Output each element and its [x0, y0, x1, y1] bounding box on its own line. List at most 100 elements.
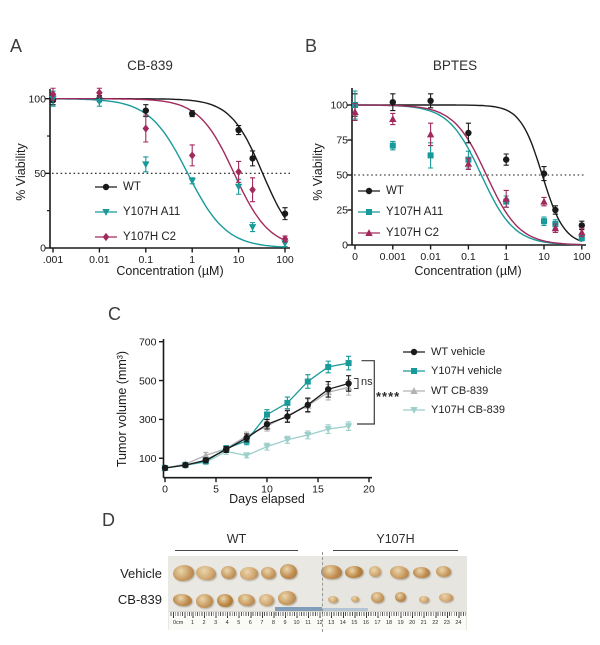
legend-item-wt-a: WT [94, 180, 141, 193]
data-point [502, 194, 510, 202]
x-tick-label: 100 [573, 251, 591, 263]
tumor-y107h_cb839 [439, 592, 453, 602]
y107h-c2-legend-marker-icon [358, 228, 380, 236]
data-point [248, 224, 257, 231]
y-tick-label: 100 [330, 100, 348, 112]
data-point [188, 177, 196, 185]
ruler-number: 22 [432, 620, 439, 626]
x-tick-label: 0.1 [461, 251, 476, 263]
ruler-number: 19 [397, 620, 404, 626]
data-point [541, 218, 547, 225]
wt-legend-marker-icon [95, 183, 117, 190]
data-point [365, 187, 373, 194]
axes [162, 339, 372, 479]
ruler-number: 2 [202, 620, 206, 626]
legend-item-y107h-a11-a: Y107H A11 [94, 205, 180, 218]
data-point [263, 421, 271, 428]
data-point [578, 228, 586, 236]
legend-label: Y107H CB-839 [431, 404, 505, 416]
data-point [263, 443, 271, 451]
data-point [142, 124, 150, 133]
ruler-blue-edge-right [323, 608, 368, 611]
row-label-cb839: CB-839 [117, 592, 162, 607]
data-point [243, 434, 250, 442]
ruler-number: 12 [316, 620, 323, 626]
data-point [142, 107, 149, 114]
panel-b-chart: 0 0.001 0.01 0.1 1 10 100 0 25 50 75 100 [330, 88, 591, 263]
data-point [96, 88, 103, 97]
y-tick-label: 500 [139, 375, 157, 387]
x-tick-label: 20 [363, 484, 375, 496]
tumor-y107h_vehicle [412, 566, 430, 578]
data-point [389, 99, 396, 106]
data-point [304, 378, 311, 385]
wt-vehicle-legend-marker-icon [403, 348, 425, 355]
data-point [389, 142, 396, 149]
data-point [142, 161, 150, 169]
legend-item-y107h-c2-a: Y107H C2 [94, 230, 176, 243]
series-y107h-vehicle [162, 355, 352, 471]
panel-b-letter: B [305, 36, 318, 56]
ruler-mm-ticks [169, 612, 466, 616]
tumor-wt_vehicle [220, 565, 236, 579]
ruler-number: 20 [409, 620, 416, 626]
y-tick-label: 25 [336, 205, 348, 217]
wt-cb839-legend-marker-icon [403, 386, 425, 394]
annotation-ns: ns [361, 376, 373, 388]
data-point [344, 423, 353, 431]
y107h-c2-legend-marker-icon [95, 232, 117, 241]
legend-item-y107h-a11-b: Y107H A11 [357, 205, 443, 218]
group-label-y107h: Y107H [376, 532, 415, 546]
ruler-number: 24 [455, 620, 462, 626]
legend-item-wt-b: WT [357, 184, 404, 197]
data-point [427, 97, 434, 105]
data-point [410, 407, 418, 414]
legend-label: Y107H A11 [386, 205, 444, 218]
y-tick-label: 0 [342, 240, 348, 252]
group-underline-y107h [333, 550, 458, 551]
data-point [410, 348, 418, 355]
y-tick-label: 50 [34, 168, 46, 180]
data-point [102, 183, 110, 190]
data-point [49, 90, 57, 99]
ruler-number: 21 [420, 620, 427, 626]
x-tick-label: 1 [189, 254, 195, 266]
legend-label: WT [386, 184, 404, 197]
group-divider-dashed-line [322, 552, 323, 632]
data-point [284, 413, 291, 420]
data-point [281, 210, 289, 217]
ruler-number: 13 [328, 620, 335, 626]
x-tick-label: 0.1 [138, 254, 153, 266]
series-line [164, 362, 349, 469]
group-underline-wt [175, 550, 298, 551]
data-point [578, 222, 585, 229]
y107h-cb839-legend-marker-icon [403, 407, 425, 414]
x-tick-label: 10 [233, 254, 245, 266]
data-point [325, 363, 332, 370]
series-y107h-a11 [49, 90, 289, 248]
tumor-y107h_cb839 [419, 595, 429, 603]
x-tick-label: .001 [43, 254, 64, 266]
wt-legend-marker-icon [358, 187, 380, 194]
data-point [283, 436, 292, 444]
ruler-number: 1 [190, 620, 195, 626]
data-point [264, 411, 270, 418]
ruler-number: 11 [305, 620, 311, 626]
tumor-y107h_cb839 [328, 595, 338, 603]
data-point [281, 234, 289, 244]
data-point [284, 399, 291, 406]
ruler-number: 4 [225, 620, 229, 626]
ruler-number: 16 [362, 620, 369, 626]
data-point [223, 446, 230, 453]
ruler-number: 15 [351, 620, 358, 626]
y107h-vehicle-legend-marker-icon [403, 368, 425, 374]
x-tick-label: 10 [538, 251, 550, 263]
tumor-wt_cb839 [258, 594, 274, 606]
y-tick-label: 100 [28, 93, 46, 105]
ruler: 0cm 1 2 3 4 5 6 7 8 9 10 11 12 13 14 15 16 17 18 19 20 21 22 2… [169, 611, 466, 630]
group-label-wt: WT [226, 532, 247, 546]
legend-label: Y107H A11 [123, 205, 181, 218]
x-tick-label: 0.001 [380, 251, 406, 263]
legend-label: WT CB-839 [431, 384, 489, 397]
